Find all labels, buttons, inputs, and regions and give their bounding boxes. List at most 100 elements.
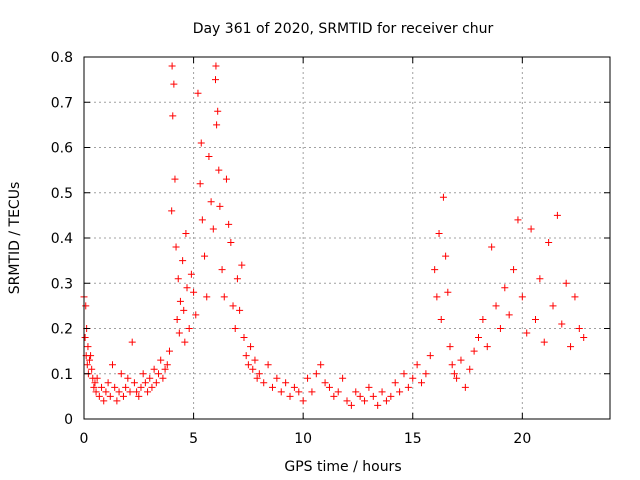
data-point (575, 325, 583, 332)
data-point (264, 361, 272, 369)
data-point (457, 356, 465, 364)
data-point (213, 121, 221, 129)
data-point (475, 334, 482, 342)
data-point (83, 361, 91, 369)
data-point (369, 392, 377, 400)
data-point (100, 397, 108, 405)
data-point (334, 388, 342, 396)
data-point (102, 388, 110, 396)
data-point (558, 320, 566, 328)
data-point (119, 392, 127, 400)
data-point (82, 302, 90, 310)
data-point (277, 388, 285, 396)
data-point (510, 266, 518, 274)
data-point (325, 383, 333, 391)
data-point (179, 257, 187, 265)
data-point (92, 388, 100, 396)
data-point (518, 293, 526, 301)
grid (84, 57, 610, 419)
data-point (163, 361, 171, 369)
data-point (450, 370, 458, 378)
data-point (365, 383, 373, 391)
data-point (222, 175, 230, 183)
data-point (236, 306, 244, 314)
x-tick-label: 5 (189, 431, 198, 447)
data-point (426, 352, 434, 360)
data-point (505, 311, 513, 319)
data-point (255, 370, 263, 378)
data-point (253, 374, 261, 382)
data-point (170, 80, 178, 88)
y-tick-label: 0.7 (51, 95, 73, 111)
data-point (181, 338, 189, 346)
data-point (174, 275, 182, 283)
data-point (378, 388, 386, 396)
data-point (169, 112, 177, 120)
data-point (231, 325, 239, 332)
data-point (95, 392, 103, 400)
data-point (203, 293, 211, 301)
data-point (172, 243, 180, 251)
data-point (98, 383, 106, 391)
data-point (216, 202, 224, 210)
data-point (396, 388, 404, 396)
chart-title: Day 361 of 2020, SRMTID for receiver chu… (193, 21, 494, 37)
data-point (135, 392, 143, 400)
data-point (308, 388, 316, 396)
data-point (173, 315, 181, 323)
data-point (549, 302, 557, 310)
ticks: 0 5 10 15 20 0 0.1 0.2 0.3 0.4 0.5 0.6 0.7 0.8 (51, 50, 610, 447)
data-point (111, 383, 119, 391)
data-point (418, 379, 426, 387)
data-point (218, 266, 226, 274)
data-point (567, 343, 575, 351)
data-point (176, 297, 184, 305)
data-point (299, 397, 307, 405)
data-point (422, 370, 430, 378)
data-point (470, 347, 478, 355)
data-point (182, 229, 190, 237)
data-point (212, 62, 220, 70)
data-point (137, 383, 145, 391)
data-point (209, 225, 217, 233)
y-tick-label: 0.1 (51, 367, 73, 383)
data-point (148, 383, 156, 391)
data-point (165, 347, 173, 355)
y-tick-label: 0 (64, 412, 73, 428)
data-point (84, 343, 92, 351)
data-point (540, 338, 548, 346)
data-point (466, 365, 474, 373)
data-point (295, 388, 303, 396)
data-point (413, 361, 421, 369)
data-point (244, 361, 252, 369)
data-point (183, 284, 191, 292)
data-point (249, 365, 257, 373)
data-point (553, 211, 561, 219)
data-point (106, 392, 114, 400)
data-point (197, 139, 205, 147)
data-point (339, 374, 347, 382)
data-point (187, 270, 195, 278)
data-point (171, 175, 179, 183)
data-point (483, 343, 491, 351)
data-point (374, 401, 382, 409)
data-point (404, 383, 412, 391)
data-point (126, 388, 134, 396)
data-point (304, 374, 312, 382)
y-tick-label: 0.8 (51, 50, 73, 66)
data-point (330, 392, 338, 400)
data-point (198, 216, 206, 224)
data-point (212, 76, 219, 84)
data-point (85, 356, 93, 364)
data-point (205, 153, 213, 161)
data-point (251, 356, 259, 364)
data-point (88, 365, 96, 373)
data-point (155, 370, 163, 378)
data-point (227, 239, 235, 247)
data-point (431, 266, 439, 274)
data-point (352, 388, 360, 396)
data-point (446, 343, 454, 351)
data-point (282, 379, 290, 387)
